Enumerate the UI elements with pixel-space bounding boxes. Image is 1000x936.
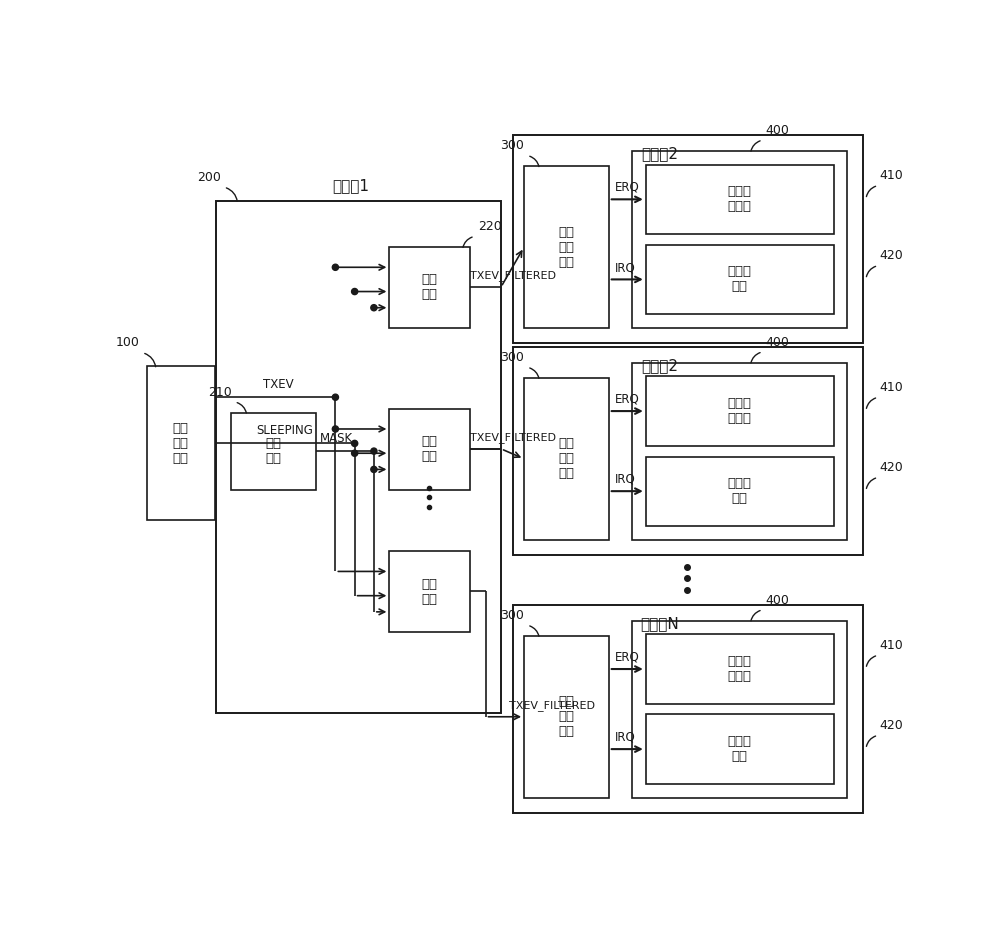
Text: 过滤
模块: 过滤 模块: [422, 273, 438, 301]
Bar: [646, 376, 834, 446]
Text: TXEV: TXEV: [263, 378, 294, 391]
Text: 300: 300: [500, 609, 524, 622]
Text: 300: 300: [500, 351, 524, 364]
Text: 处理核1: 处理核1: [332, 178, 369, 193]
Text: 处理核2: 处理核2: [641, 146, 678, 161]
Text: 300: 300: [500, 139, 524, 153]
Bar: [632, 621, 847, 797]
Circle shape: [332, 394, 338, 401]
Text: 410: 410: [880, 639, 904, 652]
Text: 中断管
理器: 中断管 理器: [728, 735, 752, 763]
Text: ERQ: ERQ: [615, 651, 640, 664]
Text: 核选
择器: 核选 择器: [266, 437, 282, 465]
Text: 中断管
理器: 中断管 理器: [728, 266, 752, 293]
Bar: [632, 362, 847, 540]
Text: 400: 400: [766, 336, 790, 349]
Text: TXEV_FILTERED: TXEV_FILTERED: [509, 700, 595, 710]
Text: 420: 420: [880, 719, 904, 732]
Bar: [632, 151, 847, 328]
Bar: [646, 457, 834, 526]
Text: TXEV_FILTERED: TXEV_FILTERED: [470, 271, 556, 281]
Bar: [512, 347, 863, 555]
Text: ERQ: ERQ: [615, 181, 640, 194]
Bar: [512, 605, 863, 813]
Text: 100: 100: [115, 336, 139, 349]
Text: MASK: MASK: [320, 431, 353, 445]
Text: 处理核2: 处理核2: [641, 358, 678, 373]
Circle shape: [371, 304, 377, 311]
Circle shape: [352, 450, 358, 457]
Text: 唤醒源
接收端: 唤醒源 接收端: [728, 185, 752, 213]
Text: 边沿
检测
模块: 边沿 检测 模块: [558, 437, 574, 480]
Text: 420: 420: [880, 461, 904, 475]
Bar: [389, 551, 470, 632]
Text: 220: 220: [478, 220, 502, 233]
Text: 唤醒源
接收端: 唤醒源 接收端: [728, 397, 752, 425]
Text: ERQ: ERQ: [615, 393, 640, 405]
Text: 400: 400: [766, 124, 790, 137]
Bar: [646, 244, 834, 314]
Bar: [216, 201, 501, 713]
Text: IRQ: IRQ: [615, 261, 636, 274]
Text: 210: 210: [208, 386, 231, 399]
Text: 边沿
检测
模块: 边沿 检测 模块: [558, 695, 574, 739]
Text: TXEV_FILTERED: TXEV_FILTERED: [470, 431, 556, 443]
Text: 400: 400: [766, 593, 790, 607]
Bar: [646, 714, 834, 783]
Bar: [389, 247, 470, 328]
Text: 410: 410: [880, 169, 904, 183]
Bar: [231, 413, 316, 490]
Text: IRQ: IRQ: [615, 731, 636, 744]
Circle shape: [352, 440, 358, 446]
Text: IRQ: IRQ: [615, 473, 636, 486]
Text: 中断管
理器: 中断管 理器: [728, 477, 752, 505]
Text: 信号
生成
模块: 信号 生成 模块: [173, 422, 189, 465]
Bar: [512, 136, 863, 344]
Text: 200: 200: [197, 171, 221, 184]
Text: 过滤
模块: 过滤 模块: [422, 435, 438, 463]
Text: 边沿
检测
模块: 边沿 检测 模块: [558, 226, 574, 269]
Circle shape: [371, 466, 377, 473]
Bar: [389, 409, 470, 490]
Circle shape: [332, 426, 338, 432]
Text: SLEEPING: SLEEPING: [256, 424, 313, 437]
Circle shape: [371, 448, 377, 454]
Circle shape: [352, 288, 358, 295]
Bar: [524, 378, 609, 540]
Text: 410: 410: [880, 381, 904, 394]
Text: 420: 420: [880, 250, 904, 262]
Text: 唤醒源
接收端: 唤醒源 接收端: [728, 655, 752, 683]
Bar: [524, 167, 609, 328]
Text: 处理核N: 处理核N: [640, 616, 679, 631]
Bar: [524, 636, 609, 797]
Bar: [646, 635, 834, 704]
Text: 过滤
模块: 过滤 模块: [422, 578, 438, 606]
Circle shape: [332, 264, 338, 271]
Bar: [646, 165, 834, 234]
Bar: [147, 366, 215, 520]
